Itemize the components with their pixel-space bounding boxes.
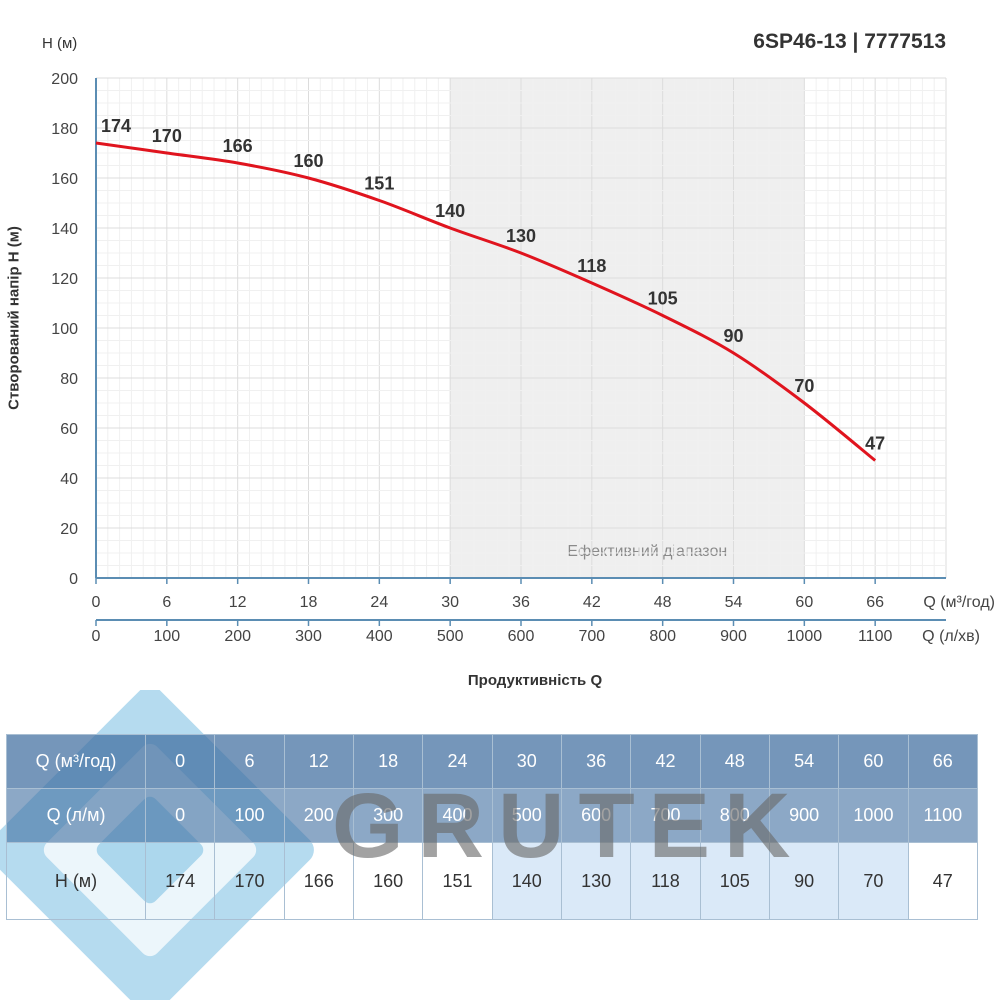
y-tick-label: 120	[51, 271, 78, 288]
y-unit-label: H (м)	[42, 35, 78, 52]
table-cell: 1100	[907, 788, 979, 843]
y-tick-label: 40	[60, 471, 78, 488]
table-cell: 151	[422, 842, 493, 920]
table-row-flow-m3h: Q (м³/год) 0 6 12 18 24 30 36 42 48 54 6…	[6, 734, 979, 789]
point-data-label: 118	[577, 256, 606, 276]
table-cell: 900	[768, 788, 840, 843]
x-tick-label: 48	[654, 594, 672, 611]
table-cell: 42	[630, 734, 701, 789]
efficient-range-label: Ефективний діапазон	[567, 543, 727, 560]
table-cell: 18	[352, 734, 424, 789]
x-tick-label-secondary: 800	[649, 628, 676, 645]
table-cell: 48	[699, 734, 770, 789]
x-axis-title: Продуктивність Q	[467, 672, 603, 689]
point-data-label: 166	[223, 136, 253, 156]
row-label-flow-lmin: Q (л/м)	[6, 788, 146, 843]
x-tick-label: 6	[162, 594, 171, 611]
x-tick-label: 30	[441, 594, 459, 611]
table-cell: 90	[768, 842, 840, 920]
y-axis-title: Створований напір H (м)	[5, 226, 23, 410]
x-unit-secondary: Q (л/хв)	[922, 628, 980, 645]
table-cell: 800	[699, 788, 770, 843]
x-tick-label: 18	[300, 594, 318, 611]
point-data-label: 90	[723, 326, 743, 346]
table-row-flow-lmin: Q (л/м) 0 100 200 300 400 500 600 700 80…	[6, 788, 979, 843]
table-cell: 140	[491, 842, 562, 920]
table-cell: 36	[560, 734, 632, 789]
x-tick-label-secondary: 900	[720, 628, 747, 645]
table-cell: 54	[768, 734, 840, 789]
y-tick-label: 160	[51, 171, 78, 188]
x-tick-label-secondary: 700	[578, 628, 605, 645]
x-tick-label-secondary: 1100	[858, 628, 893, 645]
x-tick-label-secondary: 1000	[787, 628, 823, 645]
y-tick-label: 180	[51, 121, 78, 138]
table-cell: 130	[560, 842, 632, 920]
y-tick-label: 20	[60, 521, 78, 538]
point-data-label: 170	[152, 126, 182, 146]
x-tick-label-secondary: 400	[366, 628, 393, 645]
table-cell: 300	[352, 788, 424, 843]
point-data-label: 160	[293, 151, 323, 171]
table-cell: 118	[630, 842, 701, 920]
x-tick-label: 0	[92, 594, 101, 611]
table-cell: 47	[907, 842, 979, 920]
x-tick-label-secondary: 0	[92, 628, 101, 645]
x-unit-primary: Q (м³/год)	[923, 594, 995, 611]
table-row-head: H (м) 174 170 166 160 151 140 130 118 10…	[6, 842, 979, 920]
point-data-label: 70	[794, 376, 814, 396]
table-cell: 100	[214, 788, 285, 843]
y-tick-label: 200	[51, 71, 78, 88]
x-tick-label: 12	[229, 594, 247, 611]
table-cell: 0	[144, 734, 216, 789]
point-data-label: 174	[101, 116, 131, 136]
x-tick-label-secondary: 600	[508, 628, 535, 645]
x-tick-label-secondary: 500	[437, 628, 464, 645]
grutek-watermark-text: GRUTEK	[332, 775, 805, 877]
point-data-label: 140	[435, 201, 465, 221]
point-data-label: 130	[506, 226, 536, 246]
x-tick-label: 66	[866, 594, 884, 611]
point-data-label: 105	[648, 289, 678, 309]
y-tick-label: 0	[69, 571, 78, 588]
table-cell: 600	[560, 788, 632, 843]
table-cell: 400	[422, 788, 493, 843]
x-tick-label-secondary: 200	[224, 628, 251, 645]
x-tick-label: 54	[725, 594, 743, 611]
x-tick-label-secondary: 100	[153, 628, 180, 645]
y-tick-label: 80	[60, 371, 78, 388]
x-tick-label: 42	[583, 594, 601, 611]
table-cell: 700	[630, 788, 701, 843]
table-cell: 166	[283, 842, 354, 920]
table-cell: 200	[283, 788, 354, 843]
table-cell: 70	[838, 842, 909, 920]
table-cell: 500	[491, 788, 562, 843]
table-cell: 0	[144, 788, 216, 843]
x-tick-label: 36	[512, 594, 530, 611]
head-flow-chart: Ефективний діапазон 02040608010012014016…	[51, 71, 995, 645]
row-label-head: H (м)	[6, 842, 146, 920]
x-tick-label: 60	[795, 594, 813, 611]
y-tick-label: 140	[51, 221, 78, 238]
row-label-flow-m3h: Q (м³/год)	[6, 734, 146, 789]
x-tick-label: 24	[370, 594, 388, 611]
table-cell: 170	[214, 842, 285, 920]
point-data-label: 47	[865, 434, 885, 454]
y-tick-label: 100	[51, 321, 78, 338]
x-tick-label-secondary: 300	[295, 628, 322, 645]
table-cell: 60	[838, 734, 909, 789]
point-data-label: 151	[364, 174, 394, 194]
chart-title: 6SP46-13 | 7777513	[753, 30, 946, 53]
head-curve-line	[95, 141, 877, 462]
performance-table: Q (м³/год) 0 6 12 18 24 30 36 42 48 54 6…	[6, 734, 979, 920]
y-tick-label: 60	[60, 421, 78, 438]
table-cell: 66	[907, 734, 979, 789]
table-cell: 105	[699, 842, 770, 920]
table-cell: 1000	[838, 788, 909, 843]
table-cell: 6	[214, 734, 285, 789]
table-cell: 174	[144, 842, 216, 920]
